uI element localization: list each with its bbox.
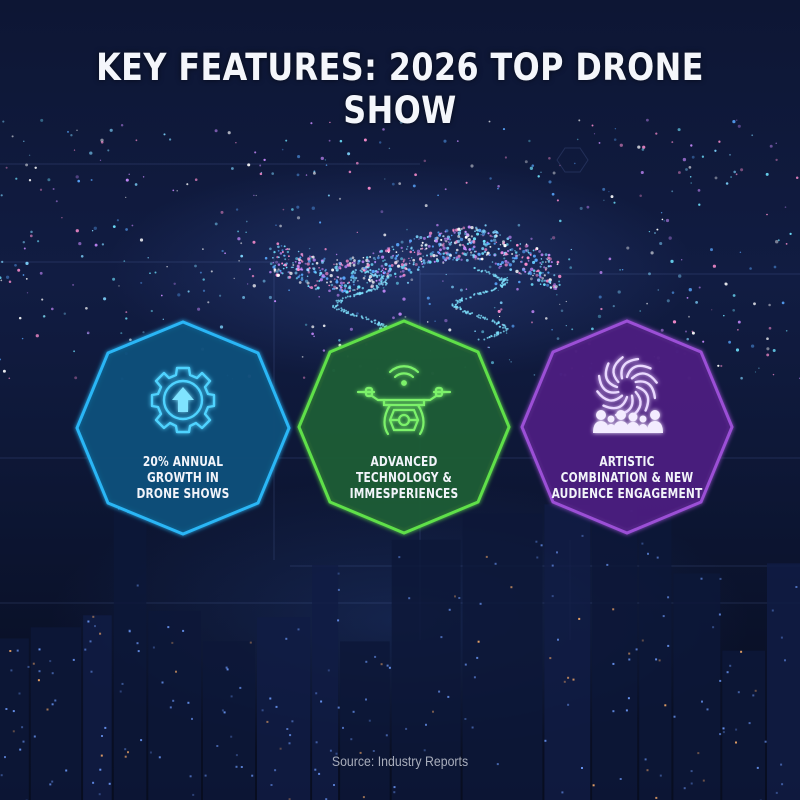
drone-wifi-icon bbox=[356, 365, 452, 436]
label-line: ARTISTIC bbox=[599, 455, 655, 470]
feature-label-technology: ADVANCED TECHNOLOGY & IMMESPERIENCES bbox=[326, 455, 482, 503]
label-line: COMBINATION & NEW bbox=[560, 471, 694, 486]
label-line: AUDIENCE ENGAGEMENT bbox=[551, 487, 703, 502]
page-title: KEY FEATURES: 2026 TOP DRONE SHOW bbox=[96, 46, 704, 132]
label-line: TECHNOLOGY & bbox=[356, 471, 452, 486]
source-caption: Source: Industry Reports bbox=[331, 753, 469, 769]
gear-up-arrow-icon bbox=[150, 366, 216, 434]
label-line: ADVANCED bbox=[370, 455, 438, 470]
feature-label-audience: ARTISTIC COMBINATION & NEW AUDIENCE ENGA… bbox=[549, 455, 705, 503]
swirl-audience-icon bbox=[593, 356, 663, 433]
feature-card-growth bbox=[75, 320, 291, 536]
feature-label-growth: 20% ANNUAL GROWTH IN DRONE SHOWS bbox=[105, 455, 261, 503]
feature-card-technology bbox=[297, 319, 511, 535]
label-line: IMMESPERIENCES bbox=[349, 487, 459, 502]
label-line: DRONE SHOWS bbox=[136, 487, 230, 502]
label-line: GROWTH IN bbox=[146, 471, 220, 486]
feature-card-audience bbox=[520, 319, 734, 535]
label-line: 20% ANNUAL bbox=[142, 455, 224, 470]
